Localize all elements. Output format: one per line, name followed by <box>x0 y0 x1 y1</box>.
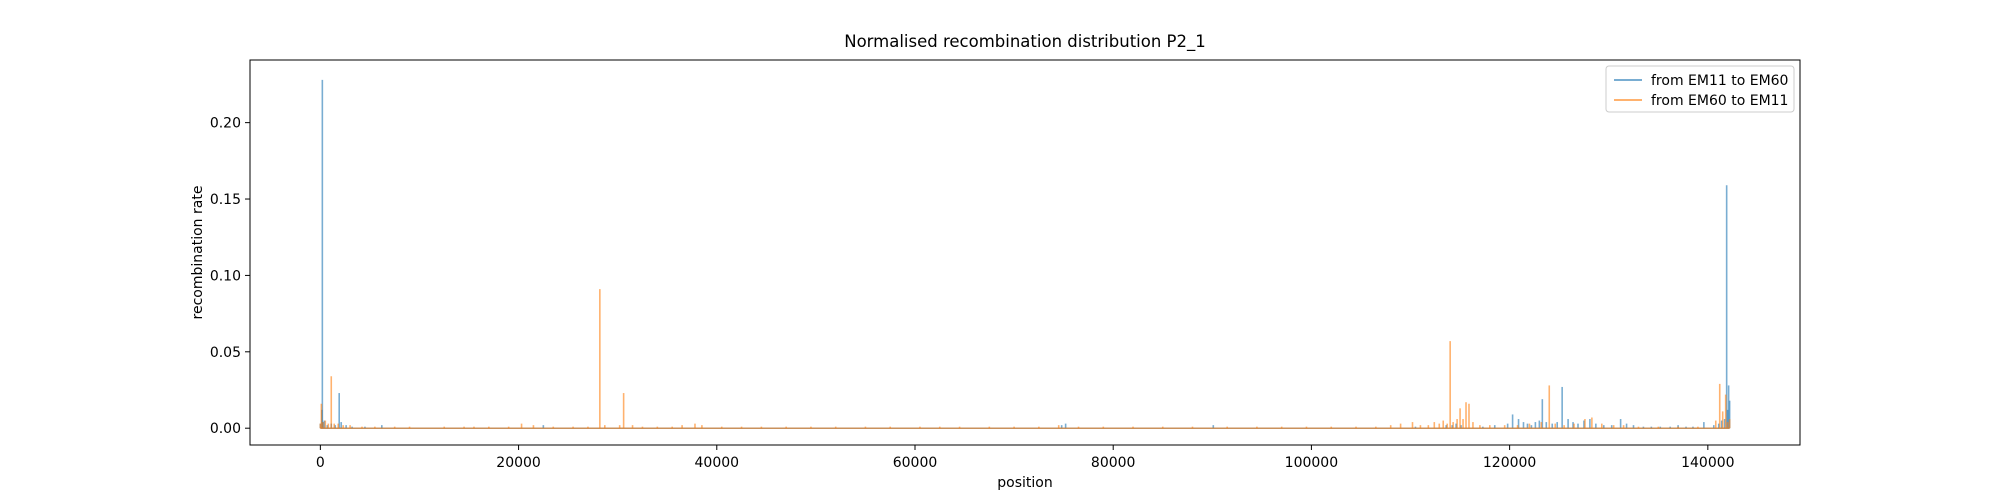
x-axis: 0 20000 40000 60000 80000 100000 120000 140000 <box>316 445 1735 471</box>
legend: from EM11 to EM60 from EM60 to EM11 <box>1605 65 1795 113</box>
y-tick-label: 0.15 <box>210 192 241 208</box>
x-tick-label: 0 <box>316 455 325 471</box>
y-axis-label: recombination rate <box>190 186 206 320</box>
y-tick-label: 0.10 <box>210 268 241 284</box>
x-tick-label: 60000 <box>893 455 938 471</box>
legend-box <box>1605 65 1795 113</box>
plot-frame <box>249 59 1801 446</box>
y-axis: 0.00 0.05 0.10 0.15 0.20 <box>210 116 250 437</box>
y-tick-label: 0.05 <box>210 345 241 361</box>
legend-label-em11-to-em60: from EM11 to EM60 <box>1651 73 1788 89</box>
y-tick-label: 0.20 <box>210 116 241 132</box>
x-tick-label: 40000 <box>695 455 740 471</box>
series-layer <box>319 79 1731 429</box>
plot-area <box>250 60 1800 445</box>
series-em60-to-em11 <box>319 289 1731 429</box>
legend-label-em60-to-em11: from EM60 to EM11 <box>1651 93 1788 109</box>
y-tick-label: 0.00 <box>210 421 241 437</box>
x-tick-label: 120000 <box>1483 455 1536 471</box>
x-tick-label: 20000 <box>496 455 541 471</box>
x-tick-label: 140000 <box>1681 455 1734 471</box>
x-tick-label: 100000 <box>1285 455 1338 471</box>
x-axis-label: position <box>997 475 1052 491</box>
x-tick-label: 80000 <box>1091 455 1136 471</box>
chart-title: Normalised recombination distribution P2… <box>844 32 1206 52</box>
